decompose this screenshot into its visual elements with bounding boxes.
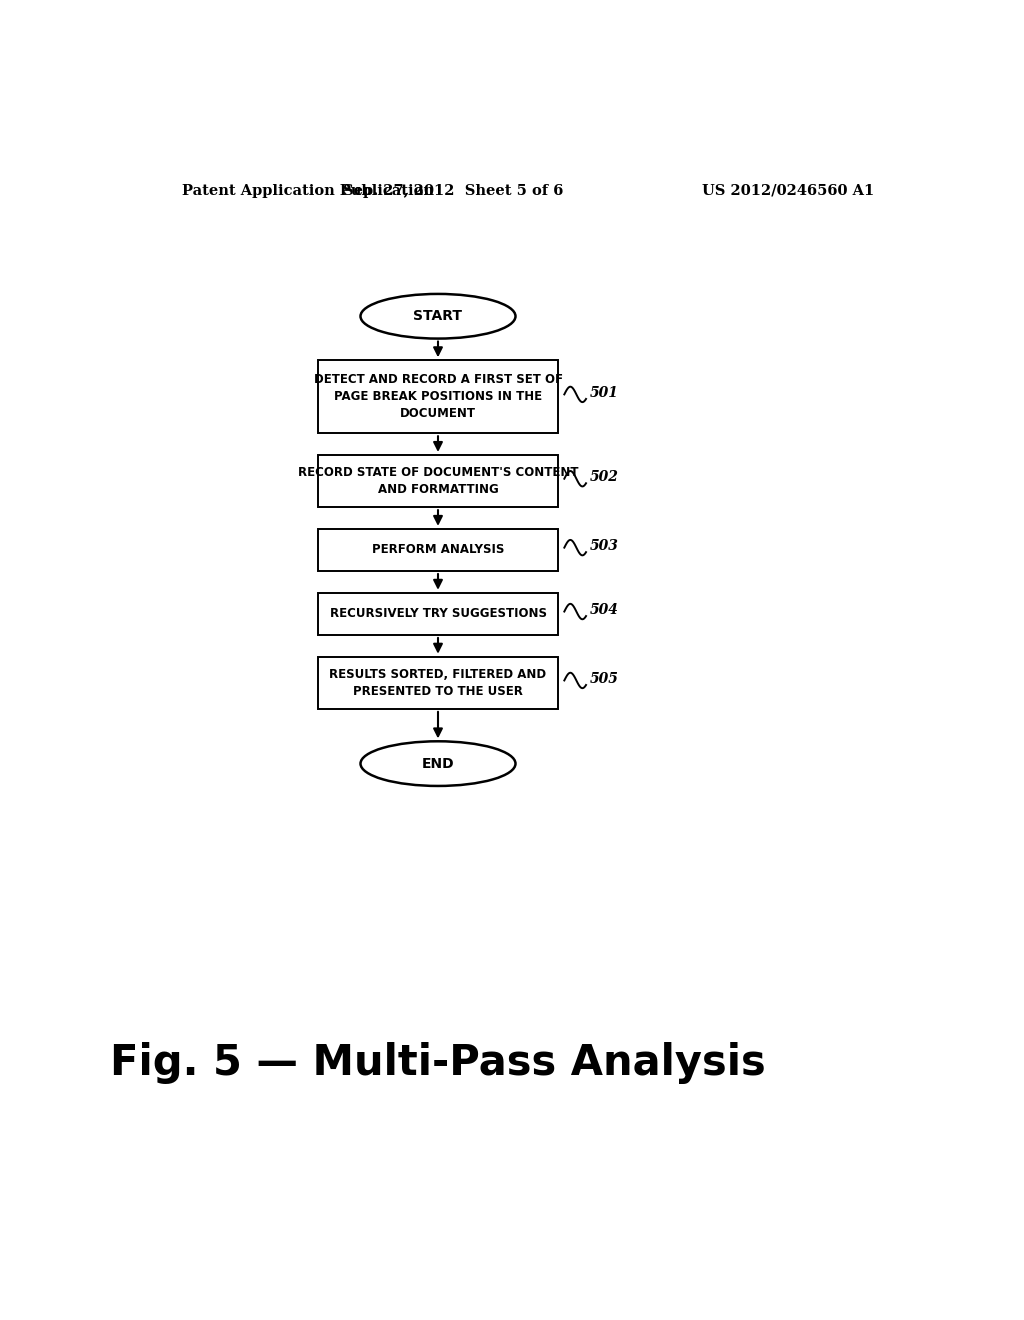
FancyBboxPatch shape [317, 455, 558, 507]
Text: END: END [422, 756, 455, 771]
Text: Patent Application Publication: Patent Application Publication [182, 183, 434, 198]
Text: DETECT AND RECORD A FIRST SET OF
PAGE BREAK POSITIONS IN THE
DOCUMENT: DETECT AND RECORD A FIRST SET OF PAGE BR… [313, 374, 562, 420]
FancyBboxPatch shape [317, 593, 558, 635]
FancyBboxPatch shape [317, 529, 558, 572]
FancyBboxPatch shape [317, 360, 558, 433]
FancyBboxPatch shape [317, 656, 558, 709]
Text: 505: 505 [590, 672, 618, 686]
Ellipse shape [360, 742, 515, 785]
Text: Fig. 5 — Multi-Pass Analysis: Fig. 5 — Multi-Pass Analysis [111, 1043, 766, 1084]
Text: Sep. 27, 2012  Sheet 5 of 6: Sep. 27, 2012 Sheet 5 of 6 [343, 183, 563, 198]
Text: US 2012/0246560 A1: US 2012/0246560 A1 [701, 183, 873, 198]
Ellipse shape [360, 294, 515, 339]
Text: 503: 503 [590, 539, 618, 553]
Text: RESULTS SORTED, FILTERED AND
PRESENTED TO THE USER: RESULTS SORTED, FILTERED AND PRESENTED T… [330, 668, 547, 698]
Text: RECORD STATE OF DOCUMENT'S CONTENT
AND FORMATTING: RECORD STATE OF DOCUMENT'S CONTENT AND F… [298, 466, 579, 496]
Text: 501: 501 [590, 385, 618, 400]
Text: PERFORM ANALYSIS: PERFORM ANALYSIS [372, 544, 504, 557]
Text: 502: 502 [590, 470, 618, 484]
Text: 504: 504 [590, 603, 618, 616]
Text: RECURSIVELY TRY SUGGESTIONS: RECURSIVELY TRY SUGGESTIONS [330, 607, 547, 620]
Text: START: START [414, 309, 463, 323]
